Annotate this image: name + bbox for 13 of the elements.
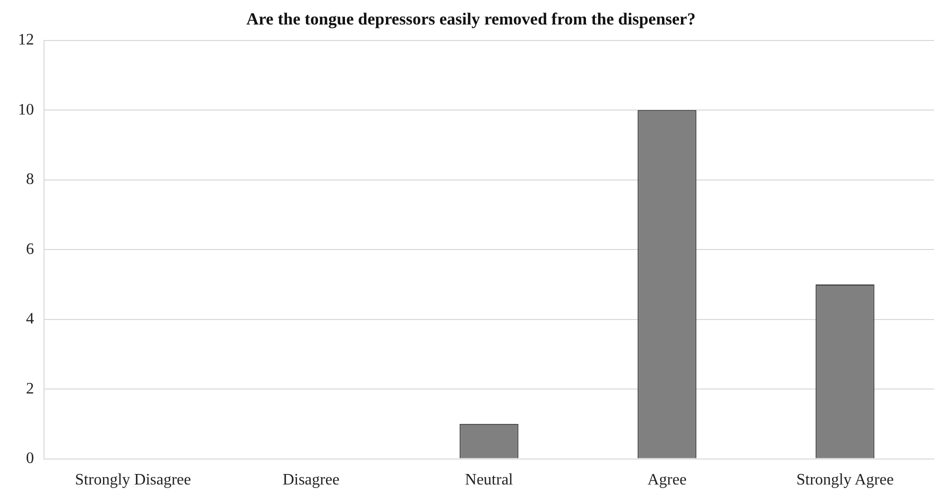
x-tick-label: Strongly Agree <box>796 472 894 489</box>
x-tick-label: Neutral <box>465 472 514 489</box>
chart-title: Are the tongue depressors easily removed from the dispenser? <box>246 10 696 29</box>
y-tick-label: 8 <box>26 171 34 188</box>
x-tick-label: Strongly Disagree <box>75 472 191 489</box>
y-tick-label: 0 <box>26 450 34 468</box>
x-tick-label: Agree <box>647 472 687 489</box>
y-tick-label: 4 <box>26 310 34 328</box>
y-tick-label: 12 <box>18 32 34 49</box>
x-tick-label: Disagree <box>282 472 340 489</box>
y-tick-label: 10 <box>18 101 34 118</box>
y-tick-label: 6 <box>26 240 34 258</box>
y-tick-label: 2 <box>26 380 34 398</box>
